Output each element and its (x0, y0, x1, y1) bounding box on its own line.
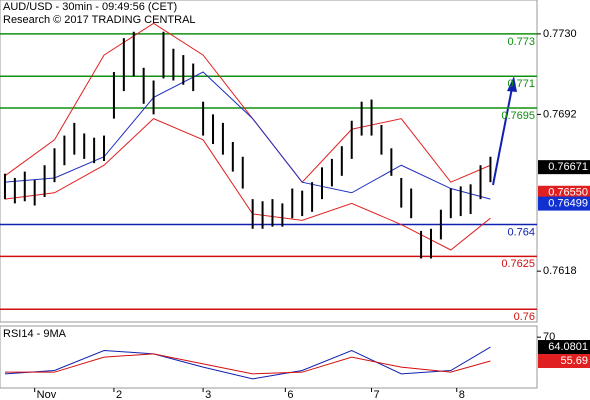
chart-title: AUD/USD - 30min - 09:49:56 (CET) (3, 1, 177, 13)
last-value-box (538, 340, 590, 355)
arrow-head (507, 76, 517, 92)
level-label: 0.764 (507, 226, 535, 238)
x-tick-label: 3 (205, 389, 211, 400)
level-label: 0.7625 (501, 258, 535, 270)
level-label: 0.773 (507, 36, 535, 48)
rsi-line (4, 346, 491, 380)
last-value-box (538, 160, 590, 175)
last-value-label: 0.76671 (548, 161, 588, 173)
last-value-box (538, 354, 590, 369)
last-value-box (538, 196, 590, 211)
y-tick-label: 0.7730 (543, 28, 577, 40)
price-panel (0, 0, 538, 323)
rsi-title: RSI14 - 9MA (3, 328, 67, 340)
last-value-label: 0.76550 (548, 187, 588, 199)
x-tick-label: 6 (287, 389, 293, 400)
rsi-line (4, 353, 491, 375)
x-tick-label: 7 (374, 389, 380, 400)
last-value-label: 55.69 (560, 355, 588, 367)
level-label: 0.771 (507, 78, 535, 90)
rsi-panel (0, 325, 538, 389)
y-tick-label: 0.7618 (543, 265, 577, 277)
last-value-label: 0.76499 (548, 197, 588, 209)
level-label: 0.76 (514, 311, 535, 323)
x-tick-label: 8 (459, 389, 465, 400)
chart-subtitle: Research © 2017 TRADING CENTRAL (3, 14, 196, 26)
x-tick-label: 2 (116, 389, 122, 400)
last-value-box (538, 185, 590, 200)
overlay-line (4, 71, 491, 200)
arrow (492, 87, 513, 186)
x-tick-label: Nov (37, 389, 57, 400)
y-tick-label: 0.7692 (543, 108, 577, 120)
last-value-label: 64.0801 (548, 341, 588, 353)
level-label: 0.7695 (501, 110, 535, 122)
